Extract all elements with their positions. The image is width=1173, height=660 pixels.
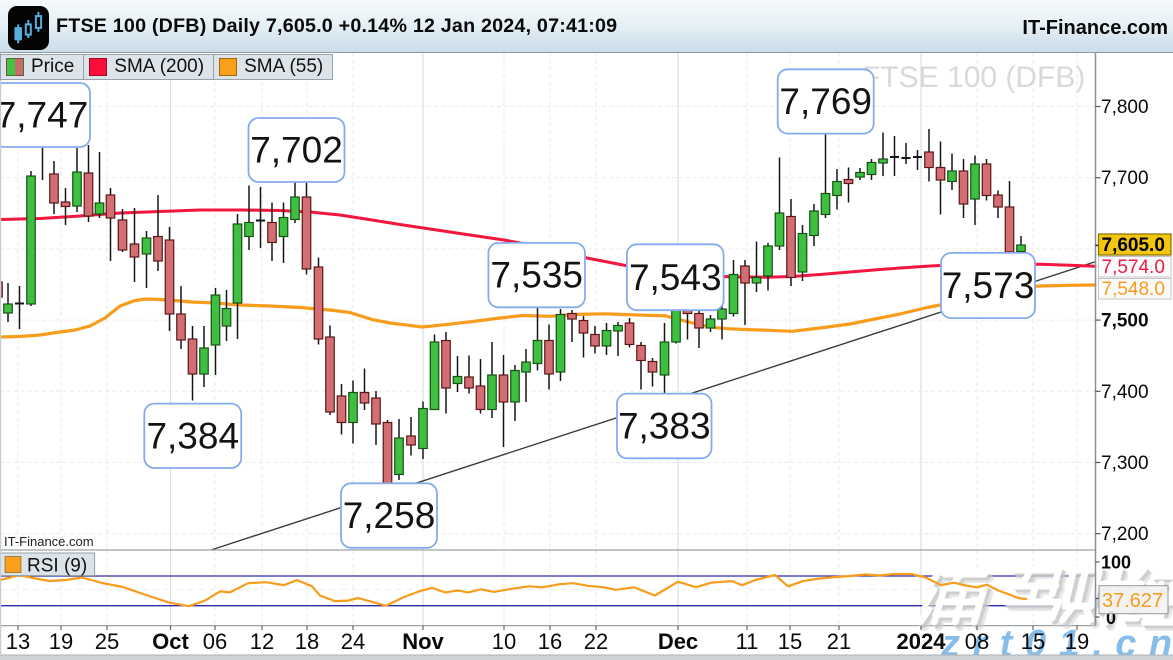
svg-text:06: 06 [203, 629, 227, 654]
svg-text:RSI (9): RSI (9) [27, 556, 87, 577]
svg-text:7,574.0: 7,574.0 [1102, 257, 1165, 278]
svg-text:zrt01.cn: zrt01.cn [940, 623, 1173, 660]
svg-text:7,384: 7,384 [146, 415, 239, 456]
svg-text:Dec: Dec [658, 629, 698, 654]
svg-text:22: 22 [584, 629, 608, 654]
svg-text:7,200: 7,200 [1101, 524, 1149, 545]
svg-text:7,543: 7,543 [629, 257, 722, 298]
svg-text:15: 15 [778, 629, 802, 654]
svg-text:0: 0 [1106, 608, 1116, 628]
svg-text:11: 11 [736, 629, 759, 654]
svg-text:Oct: Oct [152, 629, 189, 654]
svg-text:7,535: 7,535 [490, 255, 583, 296]
svg-text:10: 10 [492, 629, 516, 654]
svg-text:7,300: 7,300 [1101, 453, 1149, 474]
svg-text:2024: 2024 [897, 629, 947, 654]
svg-text:7,383: 7,383 [618, 405, 711, 446]
svg-text:7,769: 7,769 [779, 81, 872, 122]
svg-text:IT-Finance.com: IT-Finance.com [4, 534, 94, 549]
svg-text:7,400: 7,400 [1101, 382, 1149, 403]
svg-text:24: 24 [341, 629, 365, 654]
svg-text:25: 25 [95, 629, 119, 654]
svg-text:100: 100 [1101, 553, 1131, 573]
svg-text:7,500: 7,500 [1101, 311, 1149, 332]
svg-text:08: 08 [965, 629, 989, 654]
svg-text:18: 18 [295, 629, 319, 654]
svg-text:7,573: 7,573 [942, 265, 1035, 306]
svg-text:7,700: 7,700 [1101, 168, 1149, 189]
svg-text:7,747: 7,747 [0, 95, 88, 136]
svg-text:7,548.0: 7,548.0 [1102, 279, 1165, 300]
svg-text:7,258: 7,258 [343, 495, 436, 536]
svg-text:7,800: 7,800 [1101, 97, 1149, 118]
svg-text:19: 19 [1065, 629, 1089, 654]
svg-text:13: 13 [6, 629, 30, 654]
svg-text:7,605.0: 7,605.0 [1102, 235, 1165, 256]
svg-text:Nov: Nov [402, 629, 444, 654]
svg-text:16: 16 [538, 629, 562, 654]
svg-text:FTSE 100 (DFB): FTSE 100 (DFB) [862, 61, 1085, 94]
svg-text:12: 12 [250, 629, 274, 654]
svg-text:37.627: 37.627 [1102, 590, 1163, 612]
svg-text:15: 15 [1021, 629, 1045, 654]
svg-text:19: 19 [49, 629, 73, 654]
svg-text:21: 21 [827, 629, 851, 654]
svg-text:7,702: 7,702 [250, 130, 343, 171]
